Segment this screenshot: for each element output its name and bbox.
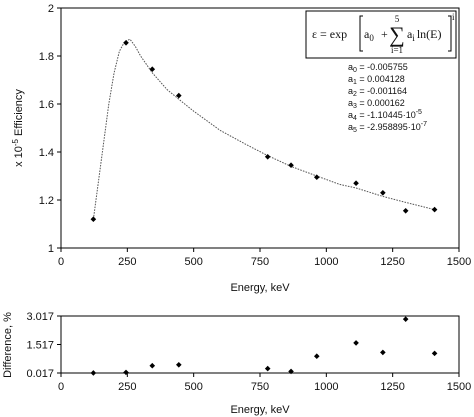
formula-term: ai ln(E): [407, 27, 442, 43]
difference-chart: 0 250 500 750 1000 1250 1500 0.017 1.517 3.017 Di…: [2, 311, 471, 416]
difference-x-tick-label: 1250: [380, 381, 404, 393]
formula-frame: [305, 10, 457, 59]
efficiency-y-tick-label: 2: [48, 3, 54, 15]
efficiency-x-tick-label: 1250: [380, 256, 404, 268]
efficiency-y-tick-label: 1: [48, 243, 54, 255]
sum-lower-limit: i=1: [391, 45, 403, 55]
coefficient-a1: a1 = 0.004128: [348, 74, 405, 86]
difference-data-point: [176, 361, 182, 368]
difference-data-point: [313, 353, 320, 360]
efficiency-data-point: [149, 66, 156, 72]
formula-right-bracket: [448, 15, 452, 52]
difference-data-point: [149, 362, 156, 369]
efficiency-y-tick-label: 1.8: [39, 51, 54, 63]
formula-left-bracket: [359, 15, 363, 52]
difference-data-point: [431, 350, 438, 357]
efficiency-x-tick-label: 1000: [314, 256, 338, 268]
y-label-main: x 10: [13, 146, 25, 167]
difference-data-point: [402, 316, 409, 322]
efficiency-points: [90, 40, 438, 222]
efficiency-y-tick-label: 1.2: [39, 195, 54, 207]
efficiency-x-tick-label: 500: [184, 256, 202, 268]
difference-y-label: Difference, %: [2, 312, 14, 378]
efficiency-data-point: [264, 154, 271, 160]
coefficient-a4: a4 = -1.10445·10-5: [348, 109, 422, 122]
efficiency-chart: 0 250 500 750 1000 1250 1500 1 1.2 1.4 1.6 1.8 2 x 1…: [11, 3, 471, 294]
formula-plus: +: [381, 27, 388, 41]
efficiency-x-label: Energy, keV: [230, 282, 290, 294]
coefficient-a3: a3 = 0.000162: [348, 98, 405, 110]
efficiency-data-point: [380, 190, 386, 196]
efficiency-axis-ticks: 0 250 500 750 1000 1250 1500 1 1.2 1.4 1.6 1.8 2: [39, 3, 472, 268]
difference-x-tick-label: 750: [251, 381, 269, 393]
difference-data-point: [380, 349, 386, 356]
fit-curve: [92, 38, 435, 220]
efficiency-data-point: [353, 180, 359, 186]
efficiency-x-tick-label: 1500: [447, 256, 471, 268]
efficiency-data-point: [176, 92, 182, 99]
difference-data-point: [353, 340, 359, 346]
efficiency-x-tick-label: 0: [58, 256, 64, 268]
difference-data-point: [288, 368, 294, 375]
coefficient-a5: a5 = -2.958895·10-7: [348, 121, 427, 134]
difference-y-tick-label: 3.017: [26, 311, 54, 323]
formula-power: i: [452, 12, 455, 22]
efficiency-data-point: [402, 208, 409, 214]
difference-x-tick-label: 0: [58, 381, 64, 393]
efficiency-data-point: [288, 162, 294, 168]
sum-symbol: ∑: [389, 22, 405, 47]
difference-y-tick-label: 1.517: [26, 340, 54, 352]
formula-box: ε = exp a0 + 5 ∑ i=1 ai ln(E) i: [305, 10, 457, 59]
efficiency-data-point: [431, 206, 438, 213]
difference-x-label: Energy, keV: [230, 404, 290, 416]
efficiency-x-tick-label: 250: [118, 256, 136, 268]
efficiency-y-tick-label: 1.4: [39, 147, 54, 159]
coefficient-a2: a2 = -0.001164: [348, 86, 407, 98]
difference-x-tick-label: 1500: [447, 381, 471, 393]
formula-a0: a0: [364, 27, 374, 43]
difference-x-tick-label: 250: [118, 381, 136, 393]
efficiency-y-tick-label: 1.6: [39, 99, 54, 111]
difference-axis-ticks: 0 250 500 750 1000 1250 1500 0.017 1.517 3.017: [26, 311, 471, 393]
y-label-tail: Efficiency: [13, 89, 25, 139]
difference-data-point: [90, 370, 97, 376]
efficiency-data-point: [313, 174, 320, 180]
difference-y-tick-label: 0.017: [26, 368, 54, 380]
difference-data-point: [264, 365, 271, 372]
difference-x-tick-label: 500: [184, 381, 202, 393]
efficiency-y-label: x 10-5 Efficiency: [11, 89, 25, 167]
efficiency-x-tick-label: 750: [251, 256, 269, 268]
difference-data-point: [123, 369, 129, 376]
difference-x-tick-label: 1000: [314, 381, 338, 393]
coefficient-a0: a0 = -0.005755: [348, 62, 408, 74]
sum-upper-limit: 5: [395, 14, 400, 24]
difference-points: [90, 316, 438, 376]
efficiency-data-point: [90, 216, 97, 222]
difference-plot-area: [60, 315, 460, 374]
y-label-exponent: -5: [11, 138, 20, 146]
efficiency-data-point: [123, 40, 129, 46]
formula-lhs: ε = exp: [312, 27, 347, 41]
